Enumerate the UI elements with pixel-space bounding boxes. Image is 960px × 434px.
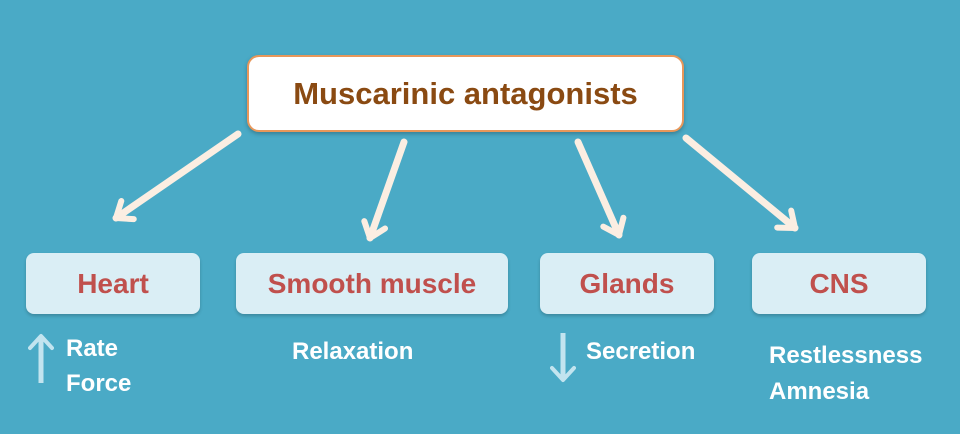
target-node-smooth-muscle: Smooth muscle: [236, 253, 508, 314]
increase-arrow-icon: [28, 334, 54, 383]
smooth-muscle-effect: Relaxation: [292, 338, 414, 365]
arrow-to-glands: [574, 138, 627, 239]
arrow-to-heart: [112, 130, 242, 223]
root-node: Muscarinic antagonists: [247, 55, 684, 132]
root-label: Muscarinic antagonists: [293, 75, 638, 111]
arrow-to-smooth-muscle: [361, 138, 408, 242]
target-label-heart: Heart: [77, 267, 149, 299]
target-node-glands: Glands: [540, 253, 714, 314]
heart-effect-force: Force: [66, 370, 132, 397]
glands-effect-secretion: Secretion: [586, 338, 696, 365]
decrease-arrow-icon: [550, 333, 576, 382]
target-node-cns: CNS: [752, 253, 926, 314]
target-node-heart: Heart: [26, 253, 200, 314]
arrow-to-cns: [682, 134, 799, 232]
target-label-glands: Glands: [579, 267, 675, 299]
heart-effect-rate: Rate: [66, 335, 119, 362]
target-label-cns: CNS: [809, 267, 869, 299]
cns-effect-restlessness: Restlessness: [769, 342, 923, 369]
target-label-smooth-muscle: Smooth muscle: [267, 267, 477, 299]
cns-effect-amnesia: Amnesia: [769, 378, 870, 405]
